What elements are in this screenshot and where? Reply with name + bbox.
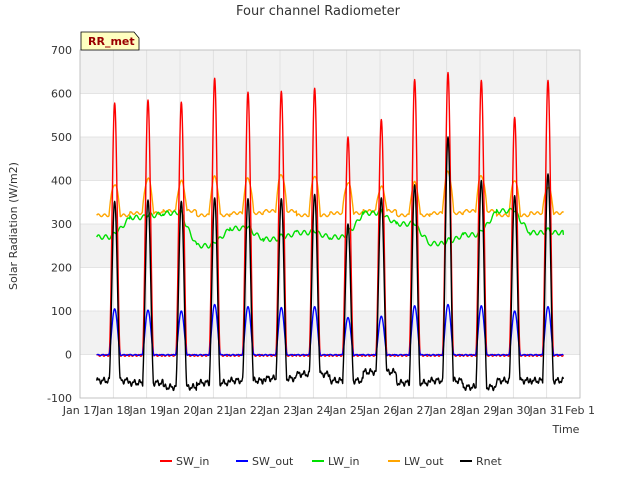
y-tick-label: 0 (65, 349, 72, 362)
legend-label-sw-in: SW_in (176, 455, 209, 468)
plot-band (80, 93, 580, 137)
x-tick-label: Jan 27 (395, 404, 430, 417)
x-tick-label: Jan 25 (328, 404, 363, 417)
y-tick-label: 200 (51, 262, 72, 275)
legend-label-rnet: Rnet (476, 455, 502, 468)
chart-title: Four channel Radiometer (236, 4, 401, 19)
x-tick-label: Jan 31 (528, 404, 563, 417)
legend-label-sw-out: SW_out (252, 455, 294, 468)
x-tick-label: Jan 23 (262, 404, 297, 417)
x-tick-label: Jan 21 (195, 404, 230, 417)
annotation-label: RR_met (88, 35, 135, 48)
plot-band (80, 267, 580, 311)
x-tick-label: Jan 30 (495, 404, 530, 417)
legend-label-lw-out: LW_out (404, 455, 444, 468)
y-tick-label: 500 (51, 131, 72, 144)
plot-band (80, 137, 580, 181)
series-lines (95, 71, 565, 392)
legend-label-lw-in: LW_in (328, 455, 360, 468)
y-tick-label: 700 (51, 44, 72, 57)
x-tick-label: Jan 20 (162, 404, 197, 417)
plot-band (80, 180, 580, 224)
plot-band (80, 311, 580, 355)
annotation-box (80, 31, 140, 51)
x-tick-label: Jan 24 (295, 404, 330, 417)
y-tick-label: 400 (51, 175, 72, 188)
x-tick-label: Jan 26 (362, 404, 397, 417)
y-tick-label: 100 (51, 305, 72, 318)
y-tick-label: -100 (47, 392, 72, 405)
x-tick-label: Feb 1 (565, 404, 595, 417)
y-axis-ticks: -100 0 100 200 300 400 500 600 700 (47, 44, 72, 405)
series-line-rnet (95, 136, 565, 392)
x-tick-label: Jan 29 (462, 404, 497, 417)
series-line-lw-in (96, 207, 565, 249)
x-axis-label: Time (552, 423, 580, 436)
plot-band (80, 50, 580, 94)
x-tick-label: Jan 22 (228, 404, 263, 417)
x-tick-label: Jan 17 (62, 404, 97, 417)
y-tick-label: 600 (51, 88, 72, 101)
plot-frame (79, 49, 581, 399)
y-axis-label: Solar Radiation (W/m2) (7, 162, 20, 290)
annotation-badge: RR_met (80, 31, 140, 51)
x-tick-label: Jan 28 (428, 404, 463, 417)
y-tick-label: 300 (51, 218, 72, 231)
plot-bands (80, 50, 580, 398)
x-tick-label: Jan 19 (128, 404, 163, 417)
legend: SW_in SW_out LW_in LW_out Rnet (160, 455, 502, 468)
x-tick-label: Jan 18 (95, 404, 130, 417)
plot-band (80, 224, 580, 268)
